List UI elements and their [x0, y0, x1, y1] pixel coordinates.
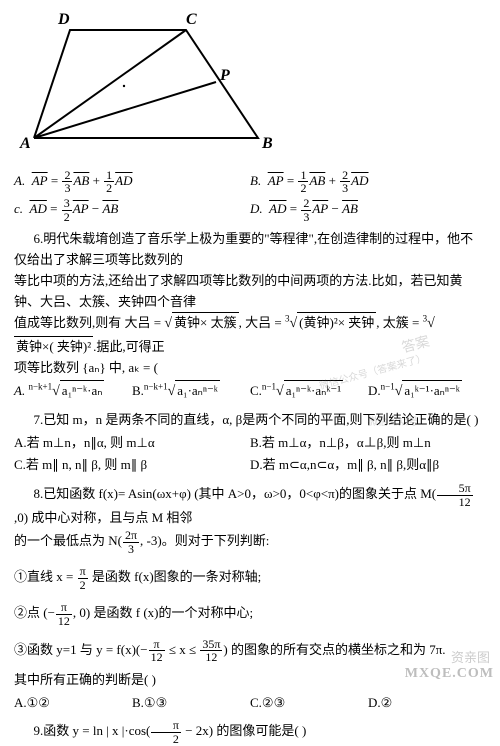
- q8-line2: 的一个最低点为 N(2π3, -3)。则对于下列判断:: [14, 529, 486, 555]
- q8-s3: ③函数 y=1 与 y = f(x)(−π12 ≤ x ≤ 35π12) 的图象…: [14, 638, 486, 664]
- label-B: B: [261, 135, 273, 152]
- q6-line4: 项等比数列 {aₙ} 中, aₖ = (: [14, 358, 486, 379]
- q5-row2: c. AD = 32AP − AB D. AD = 23AP − AB: [14, 197, 486, 223]
- q8-s1: ①直线 x = π2 是函数 f(x)图象的一条对称轴;: [14, 565, 486, 591]
- q6: 6.明代朱载堉创造了音乐学上极为重要的"等程律",在创造律制的过程中，他不仅给出…: [14, 229, 486, 404]
- q8-s2: ②点 (−π12, 0) 是函数 f (x)的一个对称中心;: [14, 601, 486, 627]
- q5-opt-A: A. AP = 23AB + 12AD: [14, 169, 250, 195]
- label-C: C: [186, 11, 197, 28]
- label-P: P: [219, 67, 230, 84]
- q7-opt-D: D.若 m⊂α,n⊂α，m∥ β, n∥ β,则α∥β: [250, 455, 486, 476]
- figure-svg: A B C D P: [14, 8, 274, 154]
- q9: 9.函数 y = ln | x |·cos(π2 − 2x) 的图像可能是( ): [14, 719, 486, 745]
- q6-opt-D: D.n−1√a₁ᵏ⁻¹·aₙⁿ⁻ᵏ: [368, 380, 486, 403]
- q6-line1: 6.明代朱载堉创造了音乐学上极为重要的"等程律",在创造律制的过程中，他不仅给出…: [14, 229, 486, 271]
- q8-line1: 8.已知函数 f(x)= Asin(ωx+φ) (其中 A>0，ω>0，0<φ<…: [14, 482, 486, 529]
- q6-opts: A. n−k+1√a₁ⁿ⁻ᵏ·aₙ B.n−k+1√a₁·aₙⁿ⁻ᵏ C.n−1…: [14, 380, 486, 403]
- q5-opt-B: B. AP = 12AB + 23AD: [250, 169, 486, 195]
- q8-opt-C: C.②③: [250, 693, 368, 714]
- label-A: A: [19, 135, 31, 152]
- q6-opt-B: B.n−k+1√a₁·aₙⁿ⁻ᵏ: [132, 380, 250, 403]
- q7-opt-C: C.若 m∥ n, n∥ β, 则 m∥ β: [14, 455, 250, 476]
- geometry-figure: A B C D P: [14, 8, 486, 161]
- q6-line3: 值成等比数列,则有 大吕 = √黄钟× 太簇, 大吕 = 3√(黄钟)²× 夹钟…: [14, 312, 486, 357]
- q6-opt-A: A. n−k+1√a₁ⁿ⁻ᵏ·aₙ: [14, 380, 132, 403]
- q7-opt-B: B.若 m⊥α，n⊥β，α⊥β,则 m⊥n: [250, 433, 486, 454]
- q8-opt-B: B.①③: [132, 693, 250, 714]
- q6-line2: 等比中项的方法,还给出了求解四项等比数列的中间两项的方法.比如，若已知黄钟、大吕…: [14, 271, 486, 313]
- q5-row1: A. AP = 23AB + 12AD B. AP = 12AB + 23AD: [14, 169, 486, 195]
- label-D: D: [57, 11, 70, 28]
- q6-opt-C: C.n−1√a₁ⁿ⁻ᵏ·aₙᵏ⁻¹: [250, 380, 368, 403]
- brand-1: MXQE.COM: [405, 663, 494, 685]
- q5-opt-D: D. AD = 23AP − AB: [250, 197, 486, 223]
- q8-opt-D: D.②: [368, 693, 486, 714]
- q7-text: 7.已知 m，n 是两条不同的直线，α, β是两个不同的平面,则下列结论正确的是…: [14, 410, 486, 431]
- q7: 7.已知 m，n 是两条不同的直线，α, β是两个不同的平面,则下列结论正确的是…: [14, 410, 486, 476]
- q7-opt-A: A.若 m⊥n，n∥α, 则 m⊥α: [14, 433, 250, 454]
- q8-opt-A: A.①②: [14, 693, 132, 714]
- q5-opt-C: c. AD = 32AP − AB: [14, 197, 250, 223]
